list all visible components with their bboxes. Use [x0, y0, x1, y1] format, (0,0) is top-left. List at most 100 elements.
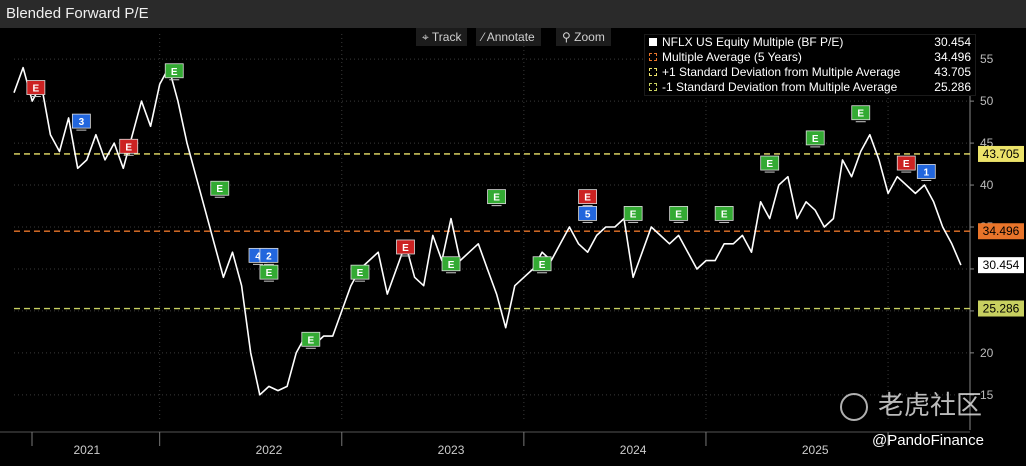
value-label: 34.496: [983, 224, 1020, 238]
crosshair-icon: ⌖: [422, 30, 429, 44]
track-label: Track: [431, 30, 462, 44]
event-marker-label: 4: [255, 251, 261, 262]
event-marker-label: 1: [924, 167, 930, 178]
event-marker-box: [259, 247, 279, 263]
legend-value: 25.286: [934, 80, 971, 94]
legend-entry: NFLX US Equity Multiple (BF P/E) 30.454: [645, 35, 975, 50]
value-label-box: [978, 223, 1024, 240]
event-marker[interactable]: E: [851, 105, 871, 123]
legend-label: Multiple Average (5 Years): [662, 50, 802, 64]
event-marker[interactable]: E: [350, 264, 370, 282]
y-tick-label: 55: [980, 52, 994, 66]
legend-value: 30.454: [934, 35, 971, 49]
event-marker-box: [487, 189, 506, 205]
event-marker[interactable]: E: [487, 189, 506, 207]
track-button[interactable]: ⌖ Track: [416, 28, 468, 46]
event-marker-label: 3: [79, 117, 85, 128]
event-marker-box: [669, 206, 689, 221]
event-marker-label: E: [812, 134, 819, 145]
x-tick-label: 2022: [256, 443, 283, 457]
value-label-box: [978, 300, 1024, 317]
event-marker-label: 2: [266, 251, 272, 262]
event-marker[interactable]: E: [760, 155, 780, 173]
event-marker-box: [623, 206, 643, 221]
value-label: 43.705: [983, 147, 1020, 161]
event-marker[interactable]: E: [714, 206, 734, 223]
zoom-label: Zoom: [574, 30, 605, 44]
legend-swatch: [649, 38, 657, 46]
event-marker[interactable]: E: [259, 264, 279, 282]
event-marker-box: [532, 256, 552, 272]
watermark: 老虎社区: [840, 385, 982, 422]
value-label-box: [978, 257, 1024, 274]
event-marker[interactable]: E: [805, 130, 825, 148]
event-marker-box: [896, 155, 916, 171]
watermark-text: 老虎社区: [878, 390, 983, 420]
legend-swatch: [649, 68, 657, 76]
event-marker-label: E: [630, 209, 637, 220]
event-marker-box: [578, 189, 597, 205]
event-marker-box: [714, 206, 734, 221]
event-marker[interactable]: 1: [916, 164, 936, 181]
event-marker-label: E: [171, 67, 178, 78]
event-marker[interactable]: 2: [259, 247, 279, 265]
x-tick-label: 2024: [620, 443, 647, 457]
event-marker-box: [805, 130, 825, 146]
event-marker[interactable]: E: [301, 331, 321, 349]
title-bar: Blended Forward P/E: [0, 0, 1026, 28]
value-label: 30.454: [983, 258, 1020, 272]
value-label: 25.286: [983, 302, 1020, 316]
event-marker-label: E: [721, 209, 728, 220]
legend-entry: +1 Standard Deviation from Multiple Aver…: [645, 65, 975, 80]
event-marker[interactable]: E: [396, 239, 415, 257]
zoom-button[interactable]: ⚲ Zoom: [556, 28, 611, 46]
legend-swatch: [649, 53, 657, 61]
chart-legend: NFLX US Equity Multiple (BF P/E) 30.454 Mu…: [644, 34, 976, 96]
event-marker-label: E: [357, 268, 364, 279]
author-handle: @PandoFinance: [872, 432, 984, 449]
x-tick-label: 2025: [802, 443, 829, 457]
event-marker-label: E: [125, 142, 132, 153]
event-marker-box: [441, 256, 461, 272]
event-marker[interactable]: E: [669, 206, 689, 223]
value-label-box: [978, 145, 1024, 162]
event-marker-label: E: [266, 268, 273, 279]
event-marker-box: [119, 138, 139, 154]
event-marker-box: [71, 113, 91, 129]
event-marker-box: [26, 80, 46, 95]
event-marker-label: E: [857, 109, 864, 120]
event-marker-label: E: [766, 159, 773, 170]
event-marker[interactable]: E: [896, 155, 916, 173]
annotate-label: Annotate: [486, 30, 535, 44]
event-marker-box: [350, 264, 370, 280]
event-marker[interactable]: 5: [578, 206, 597, 223]
event-marker-label: E: [675, 209, 682, 220]
event-marker[interactable]: E: [532, 256, 552, 274]
event-marker-box: [259, 264, 279, 280]
legend-entry: Multiple Average (5 Years) 34.496: [645, 50, 975, 65]
event-marker-label: E: [33, 84, 40, 95]
event-marker-box: [301, 331, 321, 347]
event-marker-label: E: [448, 260, 455, 271]
annotate-button[interactable]: ⁄ Annotate: [476, 28, 541, 46]
pencil-icon: ⁄: [482, 30, 485, 44]
event-marker[interactable]: E: [623, 206, 643, 223]
event-marker-label: E: [493, 193, 500, 204]
event-marker[interactable]: E: [578, 189, 597, 207]
event-marker-label: E: [903, 159, 910, 170]
legend-label: +1 Standard Deviation from Multiple Aver…: [662, 65, 901, 79]
event-marker-box: [916, 164, 936, 179]
event-marker[interactable]: E: [119, 138, 139, 156]
event-marker-label: E: [402, 243, 409, 254]
legend-label: -1 Standard Deviation from Multiple Aver…: [662, 80, 898, 94]
event-marker[interactable]: E: [210, 180, 230, 198]
pe-series-line: [13, 66, 962, 396]
legend-entry: -1 Standard Deviation from Multiple Aver…: [645, 80, 975, 95]
legend-value: 34.496: [934, 50, 971, 64]
event-marker[interactable]: 3: [71, 113, 91, 131]
y-tick-label: 20: [980, 346, 994, 360]
event-marker[interactable]: E: [164, 63, 184, 81]
event-marker[interactable]: E: [441, 256, 461, 274]
event-marker[interactable]: E: [26, 80, 46, 98]
y-tick-label: 15: [980, 388, 994, 402]
